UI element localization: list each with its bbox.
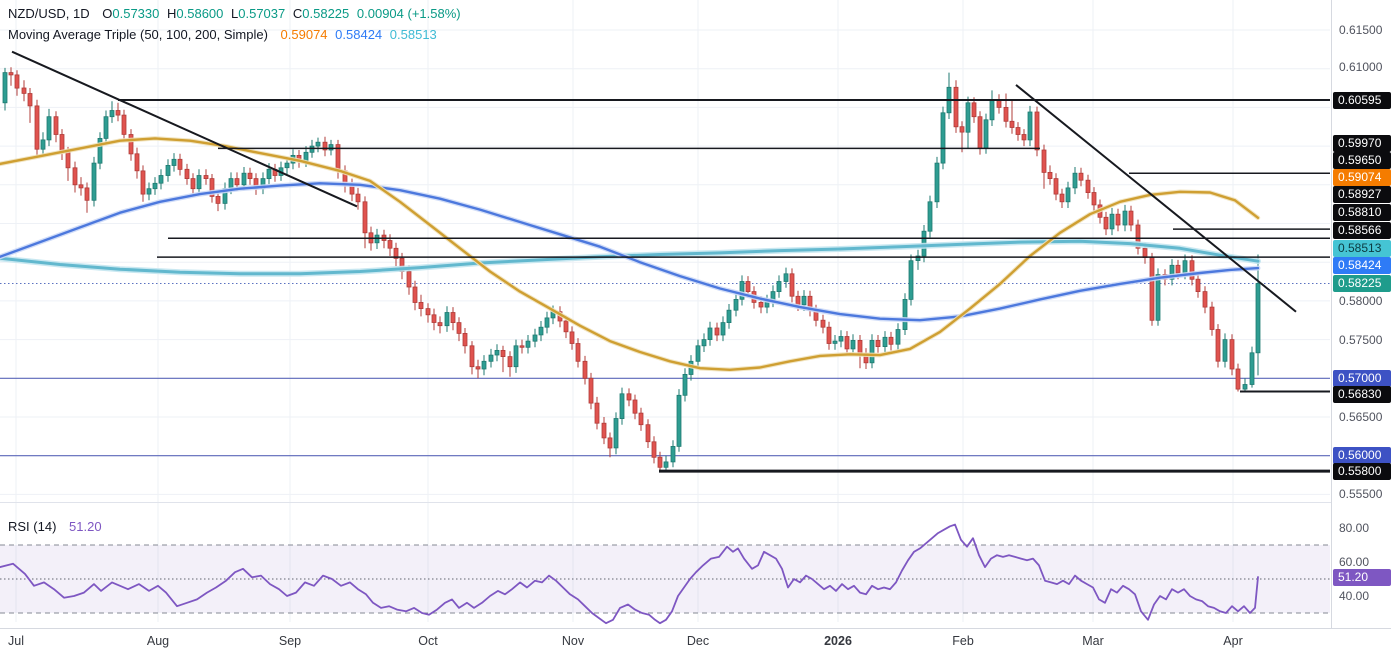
ohlc-high-value: 0.58600 [176,6,224,21]
time-axis-label-feb: Feb [952,634,974,648]
price-axis-label: 0.61000 [1339,60,1383,74]
price-level-badge: 0.57000 [1333,370,1391,387]
rsi-value: 51.20 [69,519,102,534]
price-level-badge: 0.58513 [1333,240,1391,257]
time-axis-label-jul: Jul [8,634,24,648]
price-axis-label: 0.57500 [1339,333,1383,347]
ma100-glow [0,180,1261,323]
ma100-line [0,182,1260,322]
price-level-badge: 0.58424 [1333,257,1391,274]
ma50-line [0,137,1260,371]
descending-trendline [11,50,358,208]
pane-divider[interactable] [0,502,1391,503]
time-axis-label-mar: Mar [1082,634,1104,648]
price-axis-label: 0.58000 [1339,294,1383,308]
rsi-axis-label: 40.00 [1339,589,1370,603]
time-axis-label-dec: Dec [686,634,710,648]
price-level-badge: 0.58566 [1333,222,1391,239]
rsi-axis-label: 60.00 [1339,555,1370,569]
change-value: 0.00904 (+1.58%) [356,6,461,21]
time-axis-label-aug: Aug [146,634,170,648]
ohlc-close-label: C [292,6,303,21]
chart-canvas[interactable] [0,0,1391,628]
descending-trendline [1015,84,1297,313]
rsi-value-badge: 51.20 [1333,569,1391,586]
price-level-badge: 0.59074 [1333,169,1391,186]
rsi-axis-label: 80.00 [1339,521,1370,535]
time-axis[interactable]: Jul Aug Sep Oct Nov Dec 2026 Feb Mar Apr [0,628,1391,655]
symbol-title: NZD/USD, 1D [8,6,90,21]
ma50-value: 0.59074 [280,27,328,42]
ohlc-open-value: 0.57330 [112,6,160,21]
ohlc-close-value: 0.58225 [302,6,350,21]
ma100-value: 0.58424 [335,27,383,42]
price-level-badge: 0.60595 [1333,92,1391,109]
price-level-badge: 0.59650 [1333,152,1391,169]
time-axis-label-oct: Oct [418,634,438,648]
price-level-badge: 0.58810 [1333,204,1391,221]
ohlc-low-label: L [231,6,239,21]
time-axis-label-apr: Apr [1223,634,1243,648]
ma-indicator-legend-row[interactable]: Moving Average Triple (50, 100, 200, Sim… [8,27,437,42]
price-level-badge: 0.55800 [1333,463,1391,480]
price-axis-label: 0.61500 [1339,23,1383,37]
rsi-legend-row[interactable]: RSI (14) 51.20 [8,519,102,534]
ohlc-high-label: H [167,6,177,21]
ohlc-open-label: O [102,6,113,21]
ma-indicator-title: Moving Average Triple (50, 100, 200, Sim… [8,27,268,42]
price-level-badge: 0.56000 [1333,447,1391,464]
time-axis-label-nov: Nov [561,634,585,648]
ma200-line [0,239,1260,276]
rsi-line [0,523,1259,625]
candles-layer [2,67,1261,472]
ma200-value: 0.58513 [389,27,437,42]
time-axis-label-sep: Sep [278,634,302,648]
symbol-legend-row[interactable]: NZD/USD, 1D O0.57330 H0.58600 L0.57037 C… [8,6,461,21]
time-axis-label-2026: 2026 [824,634,852,648]
price-level-badge: 0.56830 [1333,386,1391,403]
price-level-badge: 0.58225 [1333,275,1391,292]
rsi-title: RSI (14) [8,519,57,534]
price-axis-label: 0.56500 [1339,410,1383,424]
price-axis-label: 0.55500 [1339,487,1383,501]
price-level-badge: 0.59970 [1333,135,1391,152]
price-level-badge: 0.58927 [1333,186,1391,203]
price-axis[interactable]: 0.61500 0.61000 0.58000 0.57500 0.56500 0.555… [1331,0,1391,628]
ohlc-low-value: 0.57037 [238,6,286,21]
